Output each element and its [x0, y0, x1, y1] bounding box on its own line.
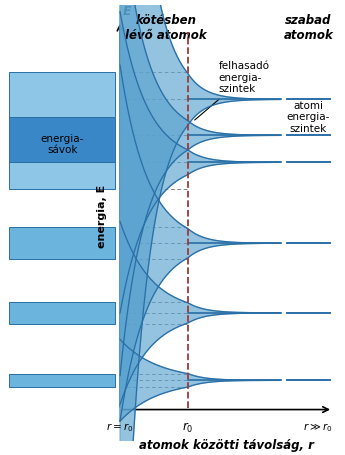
Text: E: E [123, 5, 132, 19]
Text: atomi
energia-
szintek: atomi energia- szintek [287, 101, 330, 134]
Text: felhasadó
energia-
szintek: felhasadó energia- szintek [195, 61, 270, 120]
Bar [9, 228, 116, 259]
Text: energia, E: energia, E [97, 185, 107, 248]
Text: szabad
atomok: szabad atomok [283, 14, 333, 42]
Polygon shape [120, 0, 280, 455]
Text: $r = r_0$: $r = r_0$ [106, 421, 134, 434]
Bar [9, 374, 116, 387]
Bar [9, 72, 116, 117]
Text: $r \gg r_0$: $r \gg r_0$ [303, 421, 332, 434]
Polygon shape [120, 339, 280, 421]
Text: energia-
sávok: energia- sávok [40, 133, 84, 155]
Bar [9, 162, 116, 189]
Polygon shape [120, 0, 280, 375]
Bar [9, 302, 116, 324]
Polygon shape [120, 222, 280, 404]
Text: atomok közötti távolság, r: atomok közötti távolság, r [139, 439, 314, 452]
Polygon shape [120, 65, 280, 421]
Polygon shape [120, 12, 280, 313]
Text: $r_0$: $r_0$ [182, 421, 194, 435]
Bar [9, 117, 116, 162]
Text: kötésben
lévő atomok: kötésben lévő atomok [126, 14, 207, 42]
